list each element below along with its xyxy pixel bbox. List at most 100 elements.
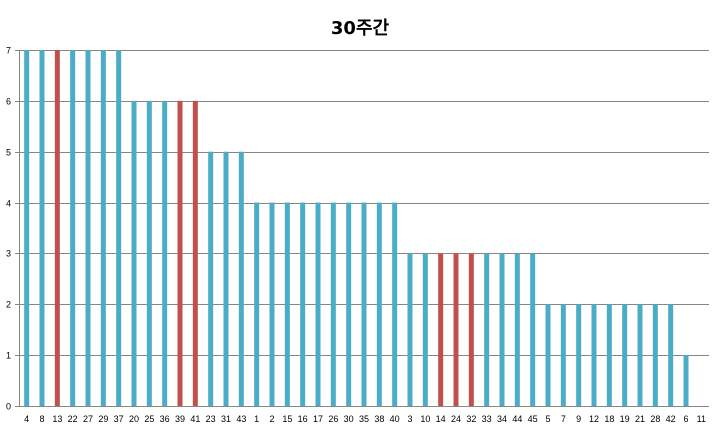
bar xyxy=(683,355,689,406)
bar-highlighted xyxy=(453,253,459,406)
x-tick-label: 35 xyxy=(359,414,369,424)
x-tick-label: 43 xyxy=(236,414,246,424)
bars xyxy=(24,50,689,407)
x-tick-label: 1 xyxy=(254,414,259,424)
bar xyxy=(269,202,275,406)
bar xyxy=(560,304,566,406)
y-tick-labels: 0 1 2 3 4 5 6 7 xyxy=(6,46,11,412)
bar xyxy=(606,304,612,406)
x-tick-label: 29 xyxy=(98,414,108,424)
x-tick-label: 18 xyxy=(604,414,614,424)
bar xyxy=(223,151,229,406)
x-tick-label: 31 xyxy=(221,414,231,424)
x-tick-label: 26 xyxy=(328,414,338,424)
y-tick-label: 2 xyxy=(6,300,11,310)
bar xyxy=(622,304,628,406)
x-tick-label: 5 xyxy=(545,414,550,424)
x-tick-label: 8 xyxy=(39,414,44,424)
x-tick-label: 16 xyxy=(298,414,308,424)
bar xyxy=(300,202,306,406)
x-tick-label: 36 xyxy=(160,414,170,424)
x-tick-label: 14 xyxy=(436,414,446,424)
x-tick-label: 23 xyxy=(206,414,216,424)
bar xyxy=(637,304,643,406)
bar xyxy=(70,50,76,406)
x-tick-label: 34 xyxy=(497,414,507,424)
y-tick-label: 7 xyxy=(6,46,11,56)
bar-highlighted xyxy=(177,100,183,407)
bar xyxy=(131,100,137,407)
x-tick-label: 4 xyxy=(24,414,29,424)
x-tick-label: 22 xyxy=(68,414,78,424)
x-tick-label: 20 xyxy=(129,414,139,424)
x-tick-label: 17 xyxy=(313,414,323,424)
x-tick-label: 45 xyxy=(528,414,538,424)
bar xyxy=(162,100,168,407)
bar xyxy=(392,202,398,406)
y-tick-label: 5 xyxy=(6,148,11,158)
x-tick-label: 38 xyxy=(374,414,384,424)
x-tick-label: 41 xyxy=(190,414,200,424)
bar xyxy=(514,253,520,406)
x-tick-label: 44 xyxy=(512,414,522,424)
x-tick-label: 42 xyxy=(666,414,676,424)
bar xyxy=(576,304,582,406)
bar xyxy=(208,151,214,406)
x-tick-label: 24 xyxy=(451,414,461,424)
x-tick-label: 10 xyxy=(420,414,430,424)
y-tick-label: 6 xyxy=(6,97,11,107)
bar xyxy=(346,202,352,406)
x-tick-label: 30 xyxy=(344,414,354,424)
bar xyxy=(499,253,505,406)
bar xyxy=(24,50,30,406)
x-tick-labels: 4 8 13 22 27 29 37 20 25 36 39 41 23 31 43 1 2 15 16 17 26 30… xyxy=(24,414,706,424)
x-tick-label: 39 xyxy=(175,414,185,424)
x-tick-label: 3 xyxy=(407,414,412,424)
bar xyxy=(652,304,658,406)
bar xyxy=(85,50,91,406)
x-tick-label: 15 xyxy=(282,414,292,424)
bar xyxy=(284,202,290,406)
bar xyxy=(591,304,597,406)
x-tick-label: 7 xyxy=(561,414,566,424)
bar xyxy=(39,50,45,406)
x-tick-label: 28 xyxy=(650,414,660,424)
bar xyxy=(146,100,152,407)
bar xyxy=(238,151,244,406)
x-tick-label: 21 xyxy=(635,414,645,424)
bar-highlighted xyxy=(468,253,474,406)
bar xyxy=(315,202,321,406)
bar xyxy=(254,202,260,406)
y-tick-label: 4 xyxy=(6,199,11,209)
bar xyxy=(100,50,106,406)
bar xyxy=(376,202,382,406)
bar-highlighted xyxy=(192,100,198,407)
y-tick-label: 0 xyxy=(6,402,11,412)
bar xyxy=(545,304,551,406)
bar xyxy=(668,304,674,406)
bar-highlighted xyxy=(438,253,444,406)
y-tick-label: 3 xyxy=(6,249,11,259)
x-tick-label: 9 xyxy=(576,414,581,424)
x-tick-label: 33 xyxy=(482,414,492,424)
x-tick-label: 25 xyxy=(144,414,154,424)
axes xyxy=(15,50,709,407)
bar xyxy=(422,253,428,406)
x-tick-label: 2 xyxy=(269,414,274,424)
x-tick-label: 6 xyxy=(683,414,688,424)
bar xyxy=(484,253,490,406)
x-tick-label: 32 xyxy=(466,414,476,424)
x-tick-label: 19 xyxy=(620,414,630,424)
chart-title: 30주간 xyxy=(330,18,390,39)
bar xyxy=(330,202,336,406)
x-tick-label: 12 xyxy=(589,414,599,424)
x-tick-label: 37 xyxy=(114,414,124,424)
x-tick-label: 40 xyxy=(390,414,400,424)
x-tick-label: 13 xyxy=(52,414,62,424)
bar xyxy=(530,253,536,406)
x-tick-label: 11 xyxy=(697,414,706,424)
bar-highlighted xyxy=(54,50,60,406)
bar xyxy=(116,50,122,406)
